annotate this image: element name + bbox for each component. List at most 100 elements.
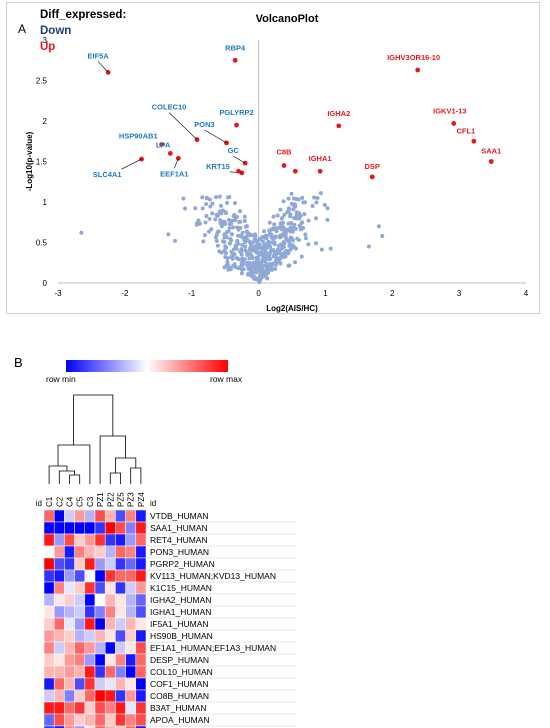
point-leader-line bbox=[121, 158, 142, 170]
heatmap-cell bbox=[115, 641, 126, 655]
ns-point bbox=[251, 240, 256, 245]
ns-point bbox=[238, 226, 243, 231]
heatmap-cell bbox=[43, 713, 55, 727]
heatmap-cell bbox=[135, 665, 147, 679]
heatmap-cell bbox=[125, 665, 137, 679]
heatmap-cell bbox=[43, 545, 55, 559]
heatmap-cell bbox=[94, 713, 106, 727]
heatmap-cell bbox=[64, 629, 75, 643]
significant-point bbox=[242, 160, 248, 166]
ns-point bbox=[210, 211, 215, 216]
heatmap-cell bbox=[135, 641, 147, 655]
y-tick-label: 2.5 bbox=[36, 77, 48, 86]
heatmap-cell bbox=[104, 521, 116, 535]
significant-point bbox=[159, 142, 165, 147]
heatmap-cell bbox=[104, 509, 116, 523]
heatmap-cell bbox=[53, 665, 65, 679]
point-label-dsp: DSP bbox=[365, 162, 380, 171]
row-label: IF5A1_HUMAN bbox=[150, 619, 209, 629]
ns-point bbox=[219, 203, 224, 208]
heatmap-cell bbox=[115, 509, 126, 523]
ns-point bbox=[222, 265, 227, 270]
ns-point bbox=[204, 214, 209, 219]
ns-point bbox=[236, 266, 241, 271]
heatmap-cell bbox=[135, 605, 147, 619]
point-label-krt15: KRT15 bbox=[206, 162, 230, 171]
ns-point bbox=[306, 218, 311, 223]
heatmap-cell bbox=[53, 533, 65, 547]
ns-point bbox=[296, 197, 301, 202]
ns-point bbox=[234, 246, 239, 251]
dendrogram-branch bbox=[115, 457, 137, 473]
ns-point bbox=[249, 253, 254, 258]
ns-point bbox=[291, 225, 296, 230]
row-label: CO8B_HUMAN bbox=[150, 691, 209, 701]
y-tick-label: 0 bbox=[43, 279, 48, 288]
heatmap-cell bbox=[94, 641, 106, 655]
row-label: APOA_HUMAN bbox=[150, 715, 210, 725]
row-label: K1C15_HUMAN bbox=[150, 583, 212, 593]
heatmap-cell bbox=[135, 725, 147, 728]
heatmap-cell bbox=[84, 689, 96, 703]
heatmap-cell bbox=[74, 521, 86, 535]
heatmap-cell bbox=[94, 593, 106, 607]
volcano-title: VolcanoPlot bbox=[256, 13, 319, 25]
ns-point bbox=[281, 239, 286, 244]
column-label: C1 bbox=[45, 496, 54, 507]
heatmap-cell bbox=[84, 641, 96, 655]
heatmap-cell bbox=[94, 509, 106, 523]
heatmap-cell bbox=[74, 557, 86, 571]
heatmap-cell bbox=[94, 605, 106, 619]
significant-point bbox=[292, 168, 298, 174]
ns-point bbox=[240, 230, 245, 235]
row-label: PON3_HUMAN bbox=[150, 547, 209, 557]
heatmap-cell bbox=[84, 701, 96, 715]
heatmap-cell bbox=[84, 605, 96, 619]
ns-point bbox=[267, 257, 272, 262]
ns-point bbox=[272, 226, 277, 231]
column-label: C4 bbox=[66, 496, 75, 507]
row-label: KV113_HUMAN;KVD13_HUMAN bbox=[150, 571, 276, 581]
heatmap-cell bbox=[53, 713, 65, 727]
ns-point bbox=[251, 233, 256, 238]
ns-point bbox=[366, 244, 371, 249]
panel-a-letter: A bbox=[18, 22, 26, 36]
ns-point bbox=[376, 224, 381, 229]
heatmap-cell bbox=[74, 545, 86, 559]
y-tick-label: 1 bbox=[43, 198, 48, 207]
heatmap-cell bbox=[135, 545, 147, 559]
ns-point bbox=[236, 233, 241, 238]
heatmap-cell bbox=[135, 689, 147, 703]
point-label-colec10: COLEC10 bbox=[152, 103, 187, 112]
heatmap-cell bbox=[125, 653, 137, 667]
point-label-ighv3or16-10: IGHV3OR16-10 bbox=[387, 53, 440, 62]
point-label-gc: GC bbox=[228, 146, 240, 155]
heatmap-cell bbox=[64, 533, 75, 547]
heatmap-cell bbox=[43, 641, 55, 655]
ns-point bbox=[226, 217, 231, 222]
dendrogram-branch bbox=[73, 394, 114, 445]
heatmap-cell bbox=[135, 677, 147, 691]
ns-point bbox=[300, 220, 305, 225]
heatmap-cell bbox=[94, 701, 106, 715]
heatmap-cell bbox=[64, 701, 75, 715]
ns-point bbox=[239, 257, 244, 262]
row-label: DESP_HUMAN bbox=[150, 655, 209, 665]
heatmap-cell bbox=[84, 533, 96, 547]
significant-point bbox=[336, 123, 342, 129]
heatmap-cell bbox=[115, 557, 126, 571]
ns-point bbox=[215, 243, 220, 248]
point-label-slc4a1: SLC4A1 bbox=[93, 170, 122, 179]
heatmap-cell bbox=[64, 641, 75, 655]
column-label: PZ3 bbox=[127, 492, 136, 507]
ns-point bbox=[207, 216, 212, 221]
ns-point bbox=[281, 225, 286, 230]
point-label-rbp4: RBP4 bbox=[225, 43, 246, 52]
row-label: IGHA1_HUMAN bbox=[150, 607, 211, 617]
ns-point bbox=[266, 239, 271, 244]
ns-point bbox=[201, 239, 206, 244]
column-id-label: id bbox=[36, 499, 42, 508]
heatmap-cell bbox=[74, 641, 86, 655]
ns-point bbox=[232, 212, 237, 217]
legend-up-label: Up bbox=[40, 41, 55, 53]
